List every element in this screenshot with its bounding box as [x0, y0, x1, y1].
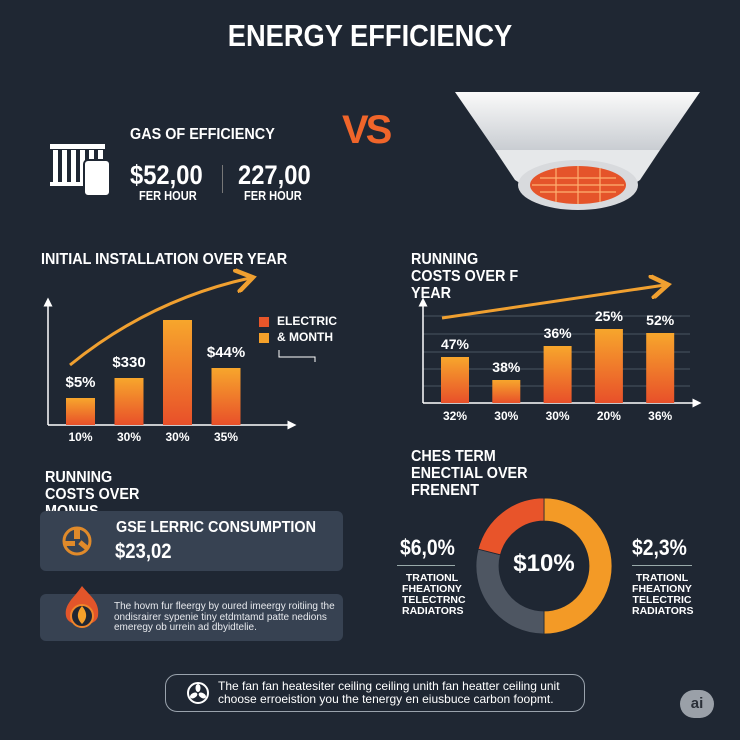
fan-cycle-icon: [62, 526, 92, 556]
x-tick-label: 30%: [545, 409, 570, 423]
gas-unit-1: FER HOUR: [139, 188, 197, 203]
page-title: ENERGY EFFICIENCY: [227, 18, 513, 53]
legend-label: ELECTRIC: [277, 314, 337, 328]
bar: [66, 398, 95, 425]
bar: [543, 346, 572, 403]
right-divider: [632, 565, 692, 566]
legend-swatch: [259, 317, 269, 327]
x-tick-label: 35%: [213, 430, 239, 444]
bar: [492, 380, 521, 403]
card-value: $23,02: [115, 540, 172, 563]
donut-center-label: $10%: [513, 550, 575, 577]
right-label: TRATIONL FHEATIONY TELECTRIC RADIATORS: [632, 572, 694, 617]
legend-swatch: [259, 333, 269, 343]
trend-arrow: [441, 285, 665, 320]
x-tick-label: 36%: [648, 409, 673, 423]
ai-badge: ai: [680, 690, 714, 718]
x-tick-label: 10%: [68, 430, 93, 444]
legend-label: & MONTH: [277, 330, 333, 344]
left-divider: [397, 565, 455, 566]
gas-value-2: 227,00: [238, 160, 311, 190]
flame-icon: [65, 586, 99, 628]
chart1-title: INITIAL INSTALLATION OVER YEAR: [41, 251, 288, 268]
data-label: $5%: [65, 374, 96, 391]
x-tick-label: 20%: [596, 409, 621, 423]
chart3-title: CHES TERM ENECTIAL OVER FRENENT: [411, 448, 528, 499]
chart2-title: RUNNING COSTS OVER F YEAR: [411, 251, 519, 302]
card-title: GSE LERRIC CONSUMPTION: [116, 519, 317, 536]
consumption-card: GSE LERRIC CONSUMPTION $23,02: [40, 511, 343, 571]
data-label: 38%: [492, 359, 521, 375]
legend-bracket: [278, 350, 316, 362]
x-tick-label: 30%: [116, 430, 142, 444]
gas-value-1: $52,00: [130, 160, 203, 190]
note-card: The hovm fur fleergy by oured imeergy ro…: [40, 586, 343, 641]
x-tick-label: 30%: [494, 409, 519, 423]
bar: [114, 378, 144, 425]
gas-heading: GAS OF EFFICIENCY: [130, 126, 275, 143]
bar: [646, 333, 675, 403]
note-text: The hovm fur fleergy by oured imeergy ro…: [114, 601, 335, 633]
right-value: $2,3%: [632, 535, 687, 560]
data-label: 47%: [440, 336, 470, 352]
data-label: 25%: [594, 308, 623, 324]
donut-slice: [477, 497, 545, 556]
data-label: 52%: [646, 312, 675, 328]
vs-label: VS: [342, 108, 392, 152]
gas-unit-2: FER HOUR: [244, 188, 302, 203]
data-label: $330: [112, 354, 146, 371]
left-label: TRATIONL FHEATIONY TELECTRNC RADIATORS: [402, 572, 466, 617]
fan-icon: [187, 682, 209, 704]
bar: [163, 320, 192, 425]
divider: [222, 165, 223, 193]
left-value: $6,0%: [400, 535, 455, 560]
trend-arrow: [69, 278, 250, 367]
data-label: $44%: [206, 344, 246, 361]
footer-text: The fan fan heatesiter ceiling ceiling u…: [218, 679, 560, 706]
x-tick-label: 30%: [165, 430, 190, 444]
footer-banner: The fan fan heatesiter ceiling ceiling u…: [165, 674, 585, 712]
x-tick-label: 32%: [442, 409, 468, 423]
donut-slice: [543, 497, 613, 635]
bar: [211, 368, 241, 425]
bar: [441, 357, 469, 403]
bar: [594, 329, 623, 403]
data-label: 36%: [543, 325, 572, 341]
